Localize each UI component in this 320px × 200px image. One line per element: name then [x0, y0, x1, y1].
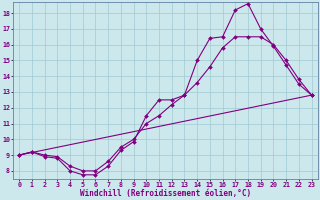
X-axis label: Windchill (Refroidissement éolien,°C): Windchill (Refroidissement éolien,°C) [80, 189, 251, 198]
